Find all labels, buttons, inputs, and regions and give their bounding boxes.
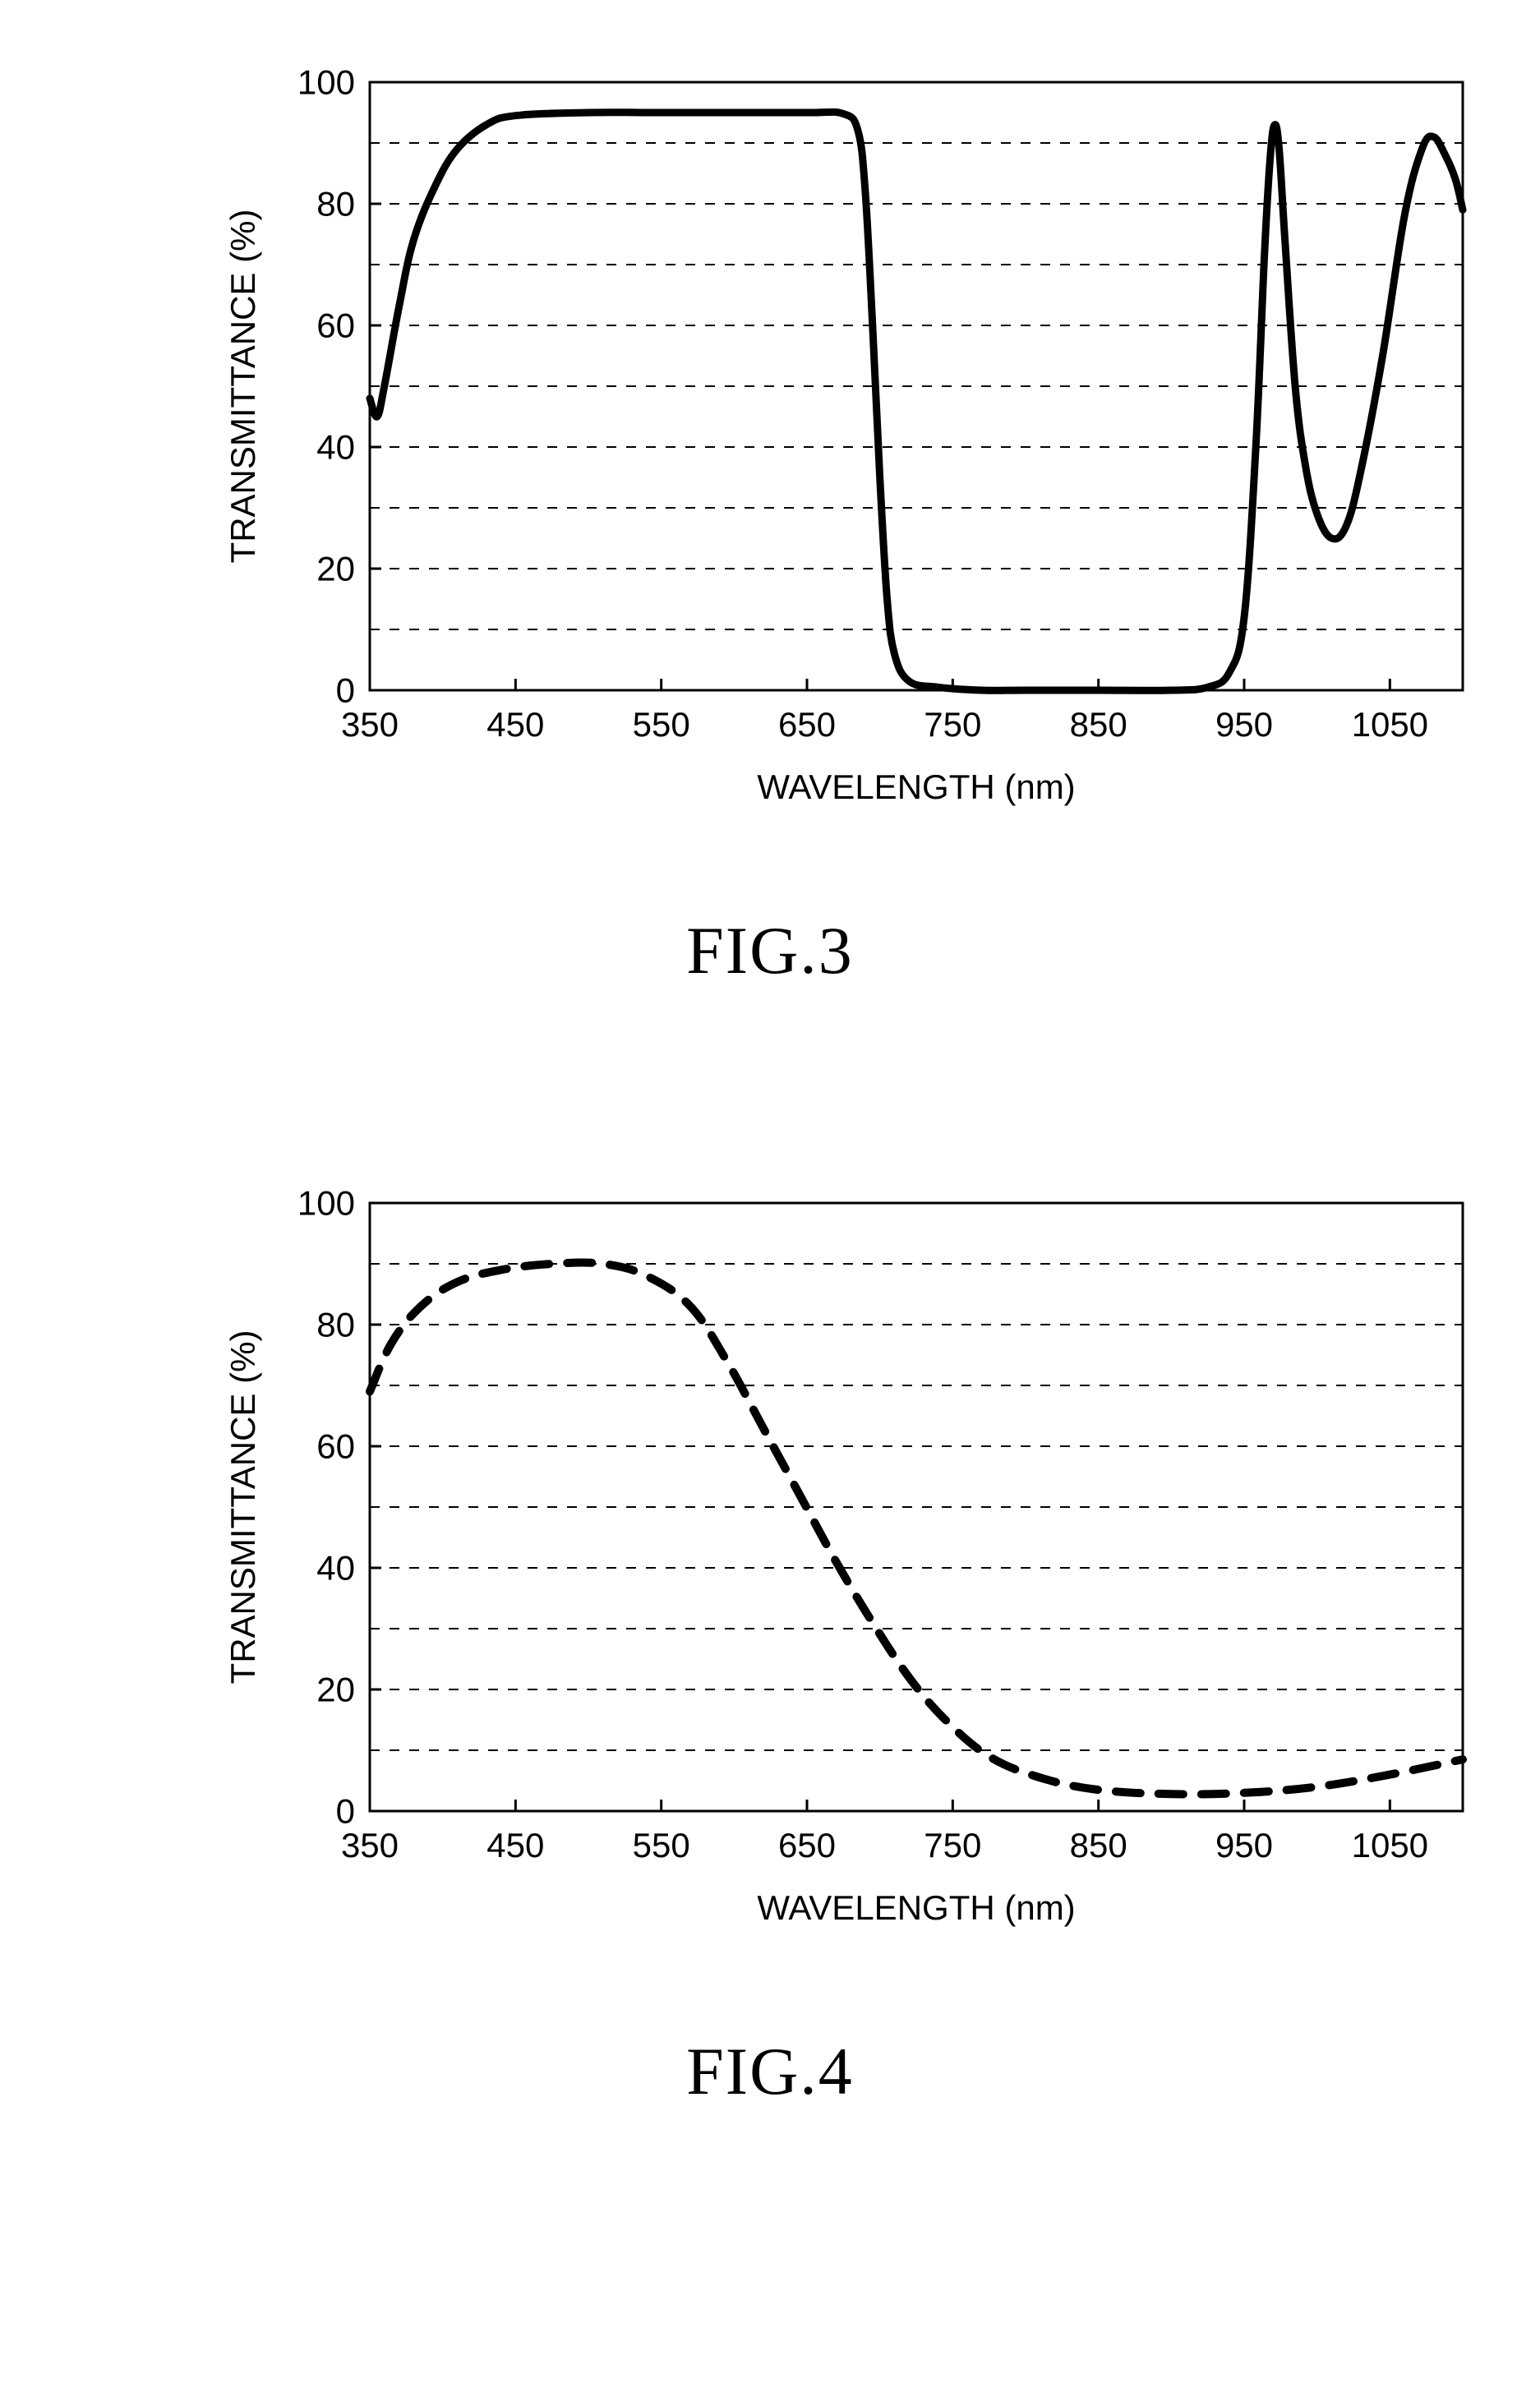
- y-tick-label: 100: [297, 66, 355, 102]
- fig3-chart: 350 450 550 650 750 850 950 1050 0 20 40 60 80 100 WAV…: [181, 66, 1441, 863]
- y-tick-label: 0: [336, 671, 355, 710]
- fig4-svg: 350 450 550 650 750 850 950 1050 0 20 40 60 80 100 WAV…: [181, 1187, 1528, 1984]
- y-tick-label: 60: [316, 307, 355, 345]
- y-tick-label: 20: [316, 1671, 355, 1709]
- y-tick-label: 60: [316, 1427, 355, 1466]
- y-tick-label: 40: [316, 1549, 355, 1588]
- x-tick-label: 350: [341, 705, 399, 744]
- x-tick-label: 550: [633, 1826, 690, 1864]
- x-tick-label: 450: [486, 705, 544, 744]
- fig4-chart: 350 450 550 650 750 850 950 1050 0 20 40 60 80 100 WAV…: [181, 1187, 1441, 1984]
- y-tick-label: 80: [316, 185, 355, 224]
- y-axis-label: TRANSMITTANCE (%): [224, 210, 262, 564]
- x-tick-label: 950: [1215, 1826, 1273, 1864]
- fig3-svg: 350 450 550 650 750 850 950 1050 0 20 40 60 80 100 WAV…: [181, 66, 1528, 863]
- x-tick-label: 450: [486, 1826, 544, 1864]
- fig3-caption: FIG.3: [99, 912, 1441, 989]
- figure-4-block: 350 450 550 650 750 850 950 1050 0 20 40 60 80 100 WAV…: [99, 1187, 1441, 2110]
- figure-3-block: 350 450 550 650 750 850 950 1050 0 20 40 60 80 100 WAV…: [99, 66, 1441, 989]
- x-tick-label: 850: [1070, 1826, 1127, 1864]
- x-tick-label: 650: [778, 1826, 836, 1864]
- x-tick-label: 850: [1070, 705, 1127, 744]
- x-axis-label: WAVELENGTH (nm): [757, 767, 1075, 806]
- y-tick-label: 100: [297, 1187, 355, 1223]
- y-tick-label: 80: [316, 1306, 355, 1344]
- x-tick-label: 1050: [1352, 1826, 1428, 1864]
- page: 350 450 550 650 750 850 950 1050 0 20 40 60 80 100 WAV…: [0, 0, 1540, 2406]
- y-axis-label: TRANSMITTANCE (%): [224, 1330, 262, 1685]
- x-tick-label: 650: [778, 705, 836, 744]
- fig4-caption: FIG.4: [99, 2033, 1441, 2110]
- y-tick-label: 0: [336, 1792, 355, 1831]
- y-tick-label: 20: [316, 550, 355, 588]
- x-tick-label: 1050: [1352, 705, 1428, 744]
- x-tick-label: 350: [341, 1826, 399, 1864]
- x-tick-label: 750: [924, 705, 981, 744]
- x-tick-label: 550: [633, 705, 690, 744]
- x-axis-label: WAVELENGTH (nm): [757, 1888, 1075, 1927]
- x-tick-label: 950: [1215, 705, 1273, 744]
- x-tick-label: 750: [924, 1826, 981, 1864]
- y-tick-label: 40: [316, 428, 355, 467]
